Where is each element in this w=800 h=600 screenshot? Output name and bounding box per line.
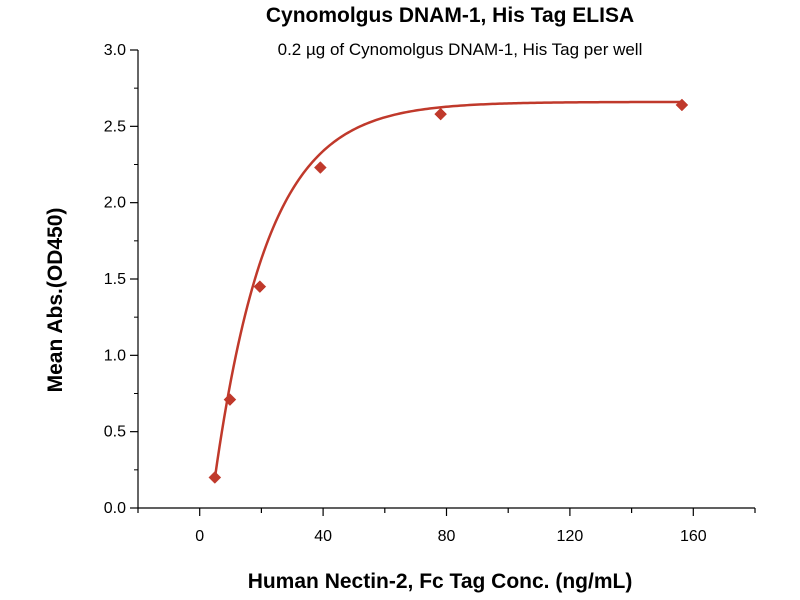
fit-curve (213, 100, 682, 479)
x-axis-title: Human Nectin-2, Fc Tag Conc. (ng/mL) (248, 570, 633, 593)
y-tick-label: 0.0 (104, 500, 126, 517)
series-layer (208, 98, 689, 484)
chart-subtitle: 0.2 µg of Cynomolgus DNAM-1, His Tag per… (278, 40, 643, 59)
x-tick-label: 40 (314, 528, 332, 545)
y-tick-label: 1.5 (104, 271, 126, 288)
x-axis-ticks: 0 40 80 120 160 (137, 508, 756, 545)
data-point (434, 107, 447, 121)
y-axis-title: Mean Abs.(OD450) (44, 208, 67, 393)
data-point (313, 161, 327, 174)
data-point (208, 471, 222, 484)
x-tick-label: 120 (557, 528, 584, 545)
x-tick-label: 0 (195, 528, 204, 545)
y-axis-ticks: 0.0 0.5 1.0 1.5 2.0 2.5 3.0 (104, 42, 138, 517)
y-tick-label: 3.0 (104, 42, 126, 59)
y-tick-label: 0.5 (104, 424, 126, 441)
x-tick-label: 160 (680, 528, 707, 545)
chart-title: Cynomolgus DNAM-1, His Tag ELISA (266, 4, 634, 27)
data-point (223, 393, 237, 406)
y-tick-label: 1.0 (104, 347, 126, 364)
y-tick-label: 2.0 (104, 195, 126, 212)
axes (137, 50, 755, 509)
data-point (675, 98, 689, 112)
y-tick-label: 2.5 (104, 118, 126, 135)
x-tick-label: 80 (438, 528, 456, 545)
data-point (253, 280, 267, 293)
